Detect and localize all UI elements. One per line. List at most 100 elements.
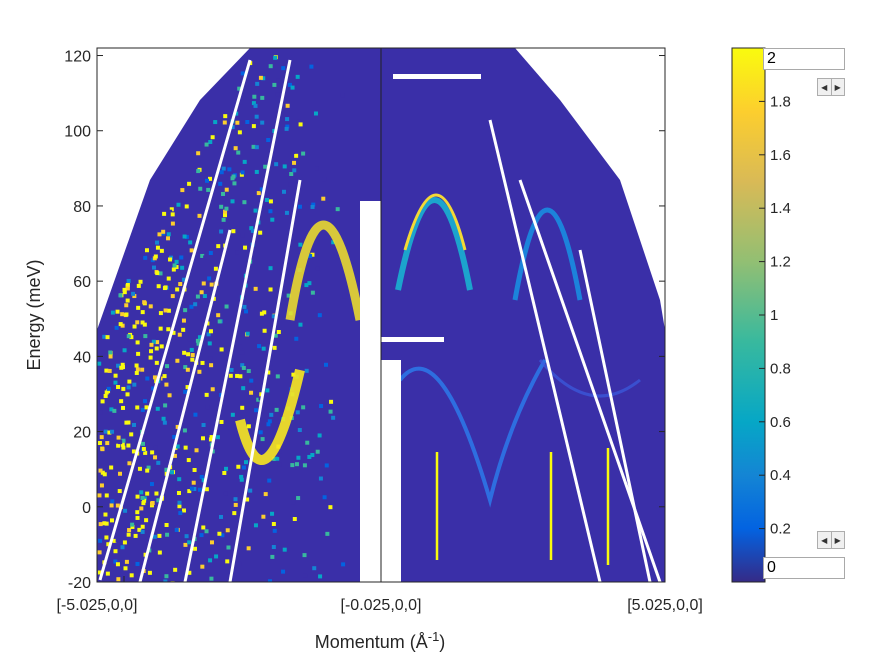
heatmap-cell [118, 440, 123, 445]
heatmap-cell [124, 559, 129, 564]
heatmap-cell [103, 393, 108, 398]
clim-min-field[interactable]: 0 [763, 557, 845, 579]
heatmap-cell [186, 458, 191, 463]
heatmap-cell [275, 374, 280, 379]
y-tick-label: 60 [73, 274, 91, 291]
heatmap-cell [225, 382, 230, 387]
heatmap-cell [142, 322, 147, 327]
y-axis-ticks: -20 0 20 40 60 80 100 120 [64, 49, 665, 592]
heatmap-cell [154, 346, 159, 351]
heatmap-cell [197, 213, 202, 218]
heatmap-cell [126, 385, 131, 390]
heatmap-cell [304, 283, 309, 288]
heatmap-cell [240, 405, 245, 410]
heatmap-cell [284, 126, 289, 131]
heatmap-cell [219, 229, 224, 234]
heatmap-cell [145, 376, 150, 381]
heatmap-cell [102, 521, 107, 526]
heatmap-cell [184, 234, 189, 239]
heatmap-cell [175, 287, 180, 292]
heatmap-cell [116, 363, 121, 368]
clim-max-stepper[interactable]: ◀ ▶ [817, 78, 845, 96]
heatmap-cell [131, 449, 136, 454]
heatmap-cell [135, 494, 140, 499]
heatmap-cell [239, 172, 244, 177]
clim-min-increase-icon[interactable]: ▶ [830, 532, 845, 548]
heatmap-cell [154, 491, 159, 496]
heatmap-cell [267, 478, 272, 483]
heatmap-cell [301, 405, 306, 410]
heatmap-cell [175, 424, 180, 429]
heatmap-cell [189, 486, 194, 491]
heatmap-cell [324, 362, 329, 367]
heatmap-cell [97, 361, 102, 366]
heatmap-cell [230, 125, 235, 130]
heatmap-cell [191, 480, 196, 485]
band-right-upper-core [403, 193, 467, 251]
heatmap-cell [195, 294, 200, 299]
heatmap-cell [312, 566, 317, 571]
heatmap-cell [331, 240, 336, 245]
heatmap-cell [197, 487, 202, 492]
heatmap-cell [269, 412, 274, 417]
heatmap-cell [317, 313, 322, 318]
clim-max-decrease-icon[interactable]: ◀ [821, 82, 828, 92]
heatmap-cell [253, 208, 258, 213]
heatmap-cell [162, 374, 167, 379]
heatmap-cell [240, 71, 245, 76]
heatmap-cell [261, 76, 266, 81]
heatmap-cell [266, 138, 271, 143]
heatmap-cell [139, 490, 144, 495]
heatmap-cell [181, 277, 186, 282]
heatmap-cell [307, 454, 312, 459]
heatmap-cell [166, 236, 171, 241]
heatmap-cell [97, 570, 102, 575]
heatmap-cell [98, 468, 103, 473]
heatmap-cell [103, 512, 108, 517]
heatmap-cell [122, 540, 127, 545]
heatmap-cell [266, 370, 271, 375]
heatmap-cell [155, 240, 160, 245]
heatmap-cell [155, 245, 160, 250]
heatmap-cell [150, 501, 155, 506]
heatmap-cell [201, 436, 206, 441]
heatmap-cell [122, 287, 127, 292]
clim-min-decrease-icon[interactable]: ◀ [821, 535, 828, 545]
heatmap-cell [274, 407, 279, 412]
heatmap-cell [151, 339, 156, 344]
heatmap-cell [245, 331, 250, 336]
heatmap-cell [224, 304, 229, 309]
heatmap-cell [97, 493, 102, 498]
heatmap-cell [162, 377, 167, 382]
heatmap-cell [178, 511, 183, 516]
heatmap-cell [226, 545, 231, 550]
heatmap-cell [127, 461, 132, 466]
heatmap-cell [208, 139, 213, 144]
heatmap-cell [144, 405, 149, 410]
heatmap-cell [118, 293, 123, 298]
heatmap-cell [185, 385, 190, 390]
heatmap-cell [166, 327, 171, 332]
clim-max-increase-icon[interactable]: ▶ [830, 79, 845, 95]
heatmap-cell [109, 465, 114, 470]
heatmap-cell [121, 405, 126, 410]
heatmap-cell [177, 500, 182, 505]
heatmap-cell [134, 357, 139, 362]
heatmap-cell [159, 248, 164, 253]
heatmap-cell [281, 189, 286, 194]
heatmap-cell [255, 81, 260, 86]
heatmap-cell [108, 350, 113, 355]
clim-max-field[interactable]: 2 [763, 48, 845, 70]
heatmap-cell [223, 213, 228, 218]
heatmap-cell [117, 489, 122, 494]
heatmap-cell [267, 579, 272, 582]
heatmap-cell [276, 78, 281, 83]
heatmap-cell [324, 463, 329, 468]
heatmap-cell [285, 103, 290, 108]
heatmap-cell [110, 310, 115, 315]
heatmap-cell [116, 435, 121, 440]
clim-min-stepper[interactable]: ◀ ▶ [817, 531, 845, 549]
heatmap-cell [163, 403, 168, 408]
heatmap-cell [120, 545, 125, 550]
heatmap-cell [273, 333, 278, 338]
